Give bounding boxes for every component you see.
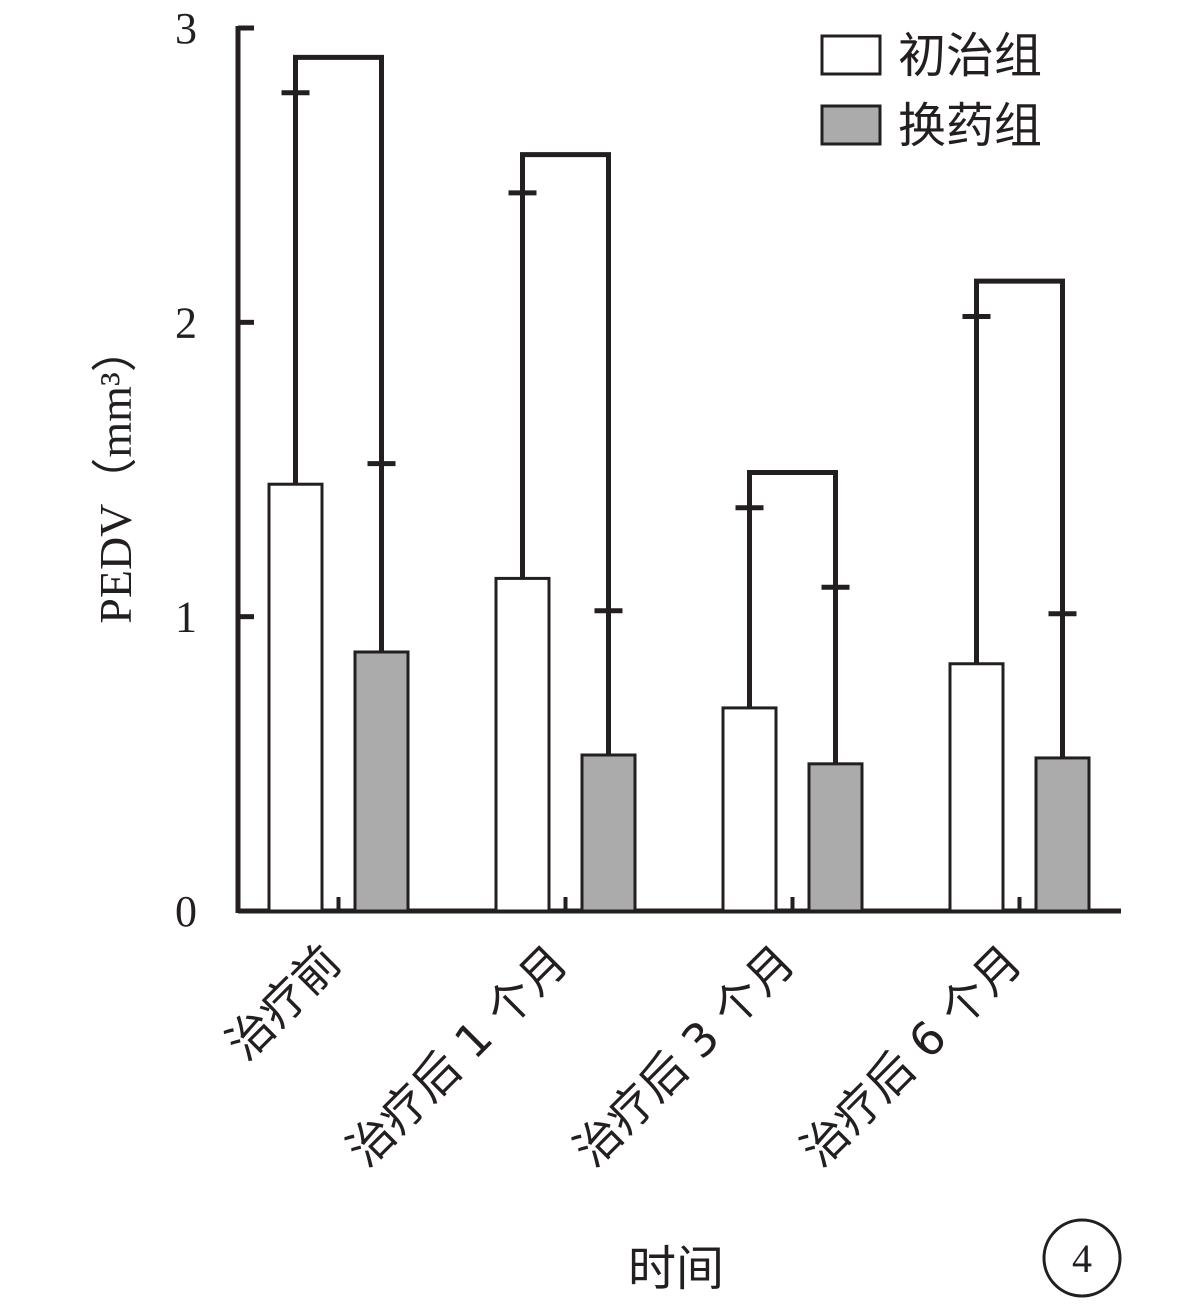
y-axis-title: PEDV（mm³） <box>90 326 141 623</box>
significance-bracket <box>293 54 384 464</box>
bar <box>948 662 1005 913</box>
panel-label-circle <box>1042 1218 1122 1298</box>
bar <box>807 762 864 913</box>
y-tick-label: 1 <box>175 593 197 642</box>
bar <box>353 650 410 913</box>
panel-label: 4 <box>1072 1236 1092 1281</box>
y-tick-label: 3 <box>175 4 197 53</box>
bar <box>580 753 637 913</box>
significance-bracket <box>974 278 1065 614</box>
x-category-label: 治疗后 1 个月 <box>336 935 578 1177</box>
x-category-label: 治疗后 6 个月 <box>790 935 1032 1177</box>
legend-swatch <box>820 34 882 76</box>
x-category-label: 治疗后 3 个月 <box>563 935 805 1177</box>
bar <box>1034 756 1091 913</box>
legend-label: 初治组 <box>898 28 1042 84</box>
significance-bracket <box>747 469 838 588</box>
y-tick-label: 2 <box>175 298 197 347</box>
bar <box>494 576 551 913</box>
bar <box>267 482 324 913</box>
legend-swatch <box>820 104 882 146</box>
x-category-label: 治疗前 <box>216 935 352 1071</box>
x-axis-title: 时间 <box>628 1241 724 1297</box>
y-tick-label: 0 <box>175 887 197 936</box>
bar <box>721 706 778 913</box>
legend-label: 换药组 <box>898 98 1042 154</box>
significance-bracket <box>520 152 611 611</box>
